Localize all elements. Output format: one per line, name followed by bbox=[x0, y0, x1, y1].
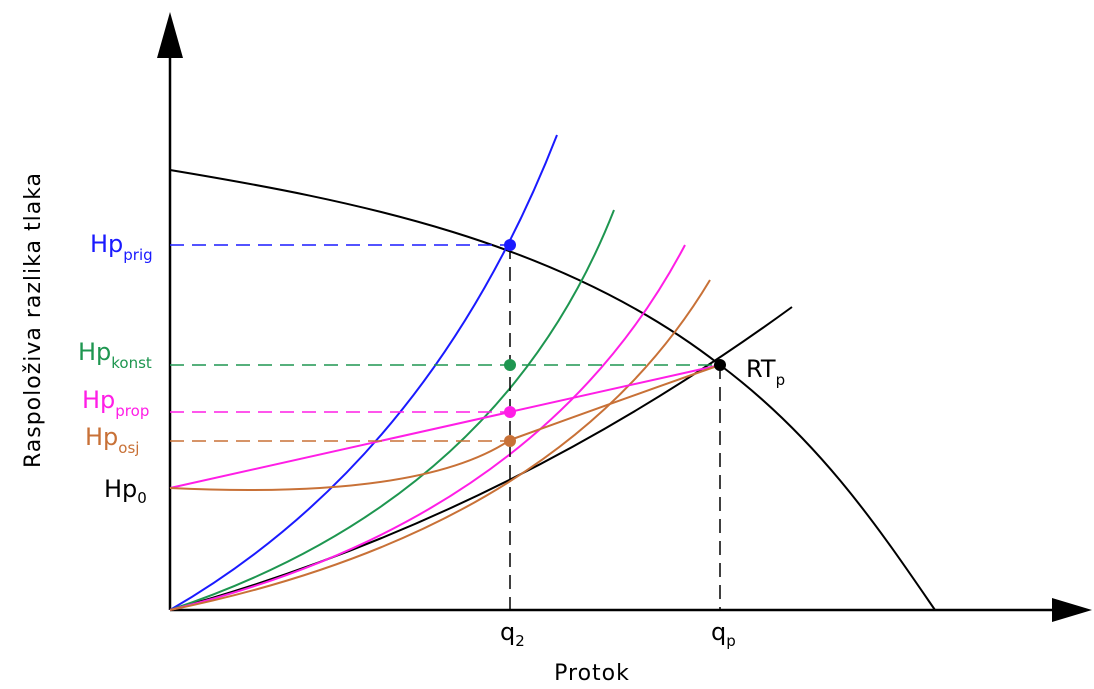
point-prig bbox=[504, 239, 516, 251]
y-axis-title: Raspoloživa razlika tlaka bbox=[21, 172, 46, 468]
point-prop bbox=[504, 406, 516, 418]
label-hp-0: Hp0 bbox=[104, 475, 147, 507]
tick-qp: qp bbox=[711, 618, 736, 650]
point-osj bbox=[504, 435, 516, 447]
prig-curve bbox=[169, 134, 558, 611]
x-axis-arrow bbox=[1052, 598, 1092, 622]
label-hp-prig: Hpprig bbox=[90, 230, 153, 264]
prop-curve-steep bbox=[169, 244, 686, 611]
point-konst bbox=[504, 359, 516, 371]
osj-curve-flat bbox=[169, 364, 721, 491]
system-curve bbox=[169, 306, 793, 611]
prop-line bbox=[169, 364, 721, 489]
tick-q2: q2 bbox=[500, 618, 525, 650]
label-hp-prop: Hpprop bbox=[82, 386, 149, 420]
label-hp-osj: Hposj bbox=[85, 423, 139, 457]
label-hp-konst: Hpkonst bbox=[78, 338, 152, 372]
konst-curve bbox=[169, 209, 615, 611]
point-rtp bbox=[714, 359, 726, 371]
osj-curve-steep bbox=[169, 279, 711, 611]
y-axis-arrow bbox=[157, 12, 183, 58]
x-axis-title: Protok bbox=[554, 661, 630, 686]
label-rt-p: RTp bbox=[746, 355, 785, 389]
pump-curve bbox=[169, 169, 936, 611]
